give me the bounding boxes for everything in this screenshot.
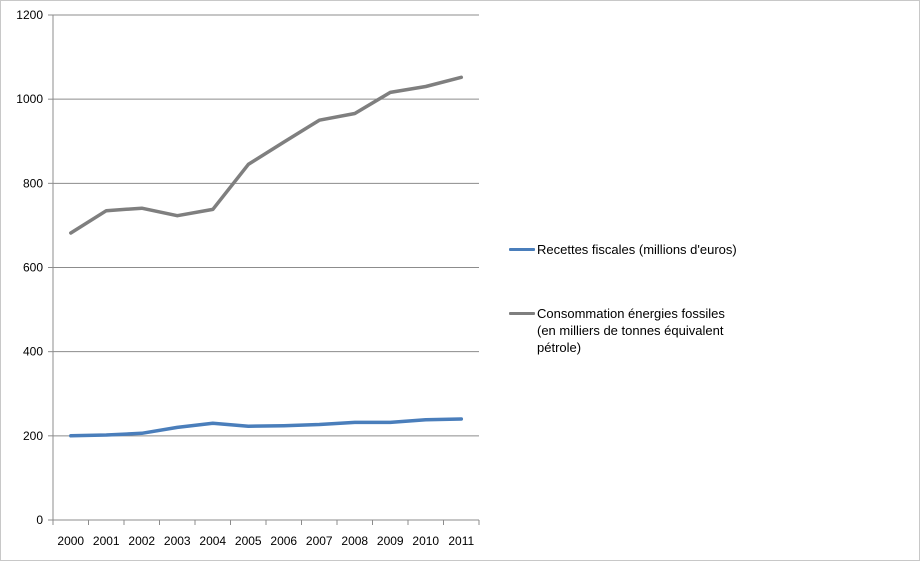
y-tick-label-200: 200 xyxy=(23,429,43,443)
y-tick-label-1000: 1000 xyxy=(16,92,43,106)
x-axis-ticks: 2000 2001 2002 2003 2004 2005 2006 2007 2008 2009… xyxy=(57,534,474,548)
legend-swatch-consommation xyxy=(509,312,535,315)
series-line-1 xyxy=(69,75,464,235)
x-tick-label-2004: 2004 xyxy=(199,534,226,548)
x-tick-label-2009: 2009 xyxy=(377,534,404,548)
y-tick-label-0: 0 xyxy=(36,513,43,527)
series-line-0 xyxy=(69,417,464,438)
x-tick-label-2001: 2001 xyxy=(93,534,120,548)
y-tick-label-400: 400 xyxy=(23,345,43,359)
y-axis-ticks: 0 200 400 600 800 1000 1200 xyxy=(16,8,43,527)
x-tick-label-2010: 2010 xyxy=(412,534,439,548)
legend-label-consommation: Consommation énergies fossiles (en milli… xyxy=(537,306,725,355)
legend-label-recettes: Recettes fiscales (millions d'euros) xyxy=(537,242,737,257)
axes xyxy=(48,14,480,525)
x-tick-label-2002: 2002 xyxy=(128,534,155,548)
x-tick-label-2000: 2000 xyxy=(57,534,84,548)
legend-item-consommation: Consommation énergies fossiles (en milli… xyxy=(509,305,769,356)
gridlines xyxy=(53,14,479,437)
y-tick-label-800: 800 xyxy=(23,176,43,190)
x-tick-label-2003: 2003 xyxy=(164,534,191,548)
x-tick-label-2011: 2011 xyxy=(448,534,474,548)
x-tick-label-2008: 2008 xyxy=(341,534,368,548)
y-tick-label-600: 600 xyxy=(23,261,43,275)
legend: Recettes fiscales (millions d'euros) Con… xyxy=(509,241,769,356)
legend-swatch-recettes xyxy=(509,248,535,251)
x-tick-label-2006: 2006 xyxy=(270,534,297,548)
x-tick-label-2005: 2005 xyxy=(235,534,262,548)
series-lines xyxy=(69,75,464,438)
y-tick-label-1200: 1200 xyxy=(16,8,43,22)
legend-item-recettes: Recettes fiscales (millions d'euros) xyxy=(509,241,769,258)
x-tick-label-2007: 2007 xyxy=(306,534,333,548)
